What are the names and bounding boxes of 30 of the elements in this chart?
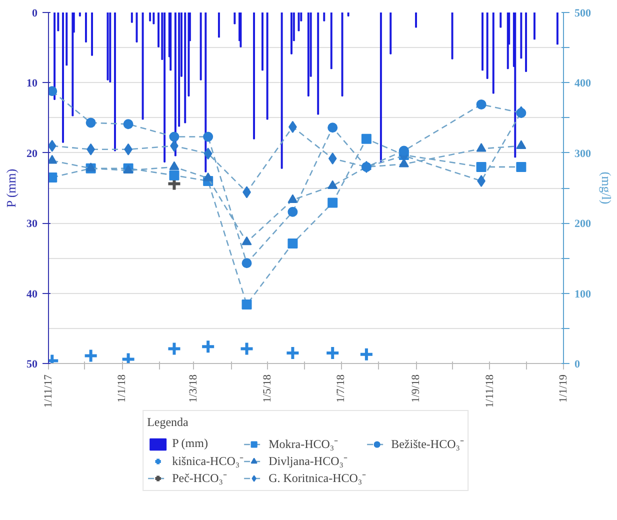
legend-label: P (mm) [172,436,208,451]
y2-tick-label: 300 [574,148,592,160]
legend-label: G. Koritnica-HCO₃⁻ [268,470,366,486]
y-tick-label: 50 [26,358,38,370]
y-tick-label: 0 [32,8,38,20]
x-tick-label: 1/1/19 [558,374,570,403]
y-tick-label: 30 [26,218,38,230]
x-tick-label: 1/3/18 [188,374,200,403]
y2-tick-label: 400 [574,78,592,90]
legend-label: Peč-HCO₃⁻ [172,470,227,486]
x-tick-label: 1/9/18 [410,374,422,403]
y2-axis-title: (mg/l) [599,172,614,204]
x-tick-label: 1/1/18 [116,374,128,403]
legend-label: Bežište-HCO₃⁻ [391,436,464,452]
legend-label: Divljana-HCO₃⁻ [268,453,348,469]
legend-title: Legenda [147,415,190,430]
x-tick-label: 1/11/17 [42,374,54,408]
y-tick-label: 20 [26,148,38,160]
y-tick-label: 10 [26,78,38,90]
legend-label: kišnica-HCO₃⁻ [172,453,244,469]
x-tick-label: 1/11/18 [484,374,496,408]
y2-tick-label: 100 [574,288,592,300]
y2-tick-label: 200 [574,218,592,230]
x-tick-label: 1/5/18 [261,374,274,403]
y-tick-label: 40 [26,288,38,300]
y-axis-title: P (mm) [4,168,18,208]
y2-tick-label: 500 [574,8,592,20]
x-tick-label: 1/7/18 [335,374,348,403]
legend-label: Mokra-HCO₃⁻ [268,436,338,452]
y2-tick-label: 0 [574,358,580,370]
